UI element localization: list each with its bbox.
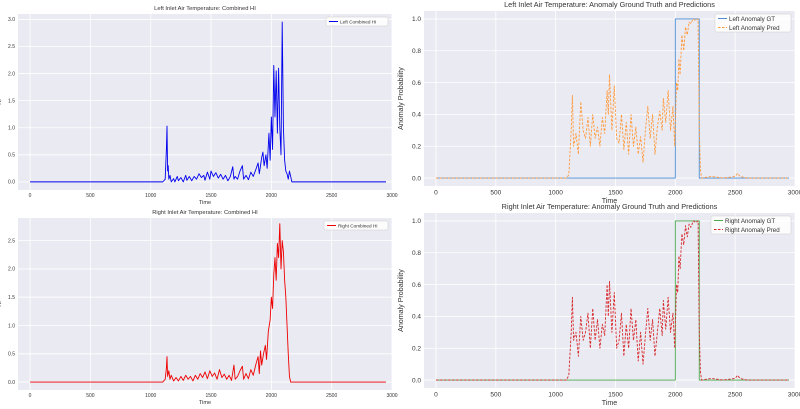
y-tick-label: 1.5 bbox=[8, 98, 15, 104]
series-line bbox=[435, 220, 790, 381]
series-line bbox=[30, 223, 386, 383]
y-tick-label: 0.0 bbox=[412, 377, 421, 384]
legend-entry: Left Combined HI bbox=[340, 19, 376, 24]
x-axis-label: Time bbox=[199, 400, 211, 406]
legend: Right Anomaly GT Right Anomaly Pred bbox=[710, 215, 792, 235]
chart-title: Left Inlet Air Temperature: Combined HI bbox=[154, 6, 256, 12]
y-tick-label: 3.0 bbox=[8, 17, 15, 23]
y-tick-label: 1.0 bbox=[8, 125, 15, 131]
legend-entry: Left Anomaly GT bbox=[729, 16, 775, 23]
y-tick-label: 0.5 bbox=[8, 153, 15, 159]
y-tick-label: 0.2 bbox=[412, 144, 421, 151]
x-tick-label: 0 bbox=[434, 190, 438, 197]
x-tick-label: 1500 bbox=[608, 190, 623, 197]
legend-box bbox=[325, 16, 389, 27]
x-tick-label: 1500 bbox=[608, 392, 623, 399]
y-tick-label: 0.4 bbox=[412, 112, 421, 119]
legend-entry: Right Combined HI bbox=[338, 223, 378, 228]
y-tick-label: 1.0 bbox=[412, 218, 421, 225]
chart-title: Left Inlet Air Temperature: Anomaly Grou… bbox=[504, 0, 715, 9]
series-line bbox=[435, 18, 790, 179]
chart-title: Right Inlet Air Temperature: Anomaly Gro… bbox=[502, 202, 718, 211]
y-tick-label: 0.6 bbox=[412, 80, 421, 87]
y-tick-label: 0.2 bbox=[412, 346, 421, 353]
series-line bbox=[435, 220, 790, 381]
legend-box bbox=[714, 13, 792, 33]
legend: Left Combined HI bbox=[325, 16, 389, 27]
y-tick-label: 0.4 bbox=[412, 314, 421, 321]
y-axis-label: HI bbox=[0, 99, 3, 105]
x-tick-label: 2000 bbox=[668, 392, 683, 399]
x-tick-label: 0 bbox=[434, 392, 438, 399]
x-tick-label: 1000 bbox=[548, 392, 563, 399]
y-tick-label: 0.8 bbox=[412, 48, 421, 55]
x-tick-label: 0 bbox=[29, 393, 32, 399]
y-tick-label: 1.0 bbox=[412, 16, 421, 23]
y-tick-label: 2.5 bbox=[8, 44, 15, 50]
legend: Left Anomaly GT Left Anomaly Pred bbox=[714, 13, 792, 33]
plot-area bbox=[424, 11, 795, 186]
x-tick-label: 1500 bbox=[205, 393, 216, 399]
x-axis-label: Time bbox=[602, 197, 618, 205]
x-tick-label: 1000 bbox=[145, 393, 156, 399]
x-tick-label: 2500 bbox=[326, 393, 337, 399]
x-tick-label: 3000 bbox=[386, 393, 397, 399]
chart-panel-2: 0 500 1000 1500 2000 2500 3000 0.0 0.2 0.4 0.6 0.8 1… bbox=[397, 0, 800, 205]
y-tick-label: 0.8 bbox=[412, 250, 421, 257]
chart-title: Right Inlet Air Temperature: Combined HI bbox=[152, 210, 258, 216]
legend-entry: Right Anomaly Pred bbox=[725, 227, 780, 234]
x-tick-label: 2500 bbox=[326, 193, 337, 199]
y-tick-label: 2.0 bbox=[8, 71, 15, 77]
y-tick-label: 1.0 bbox=[8, 323, 15, 329]
x-tick-label: 1000 bbox=[145, 193, 156, 199]
y-tick-label: 0.0 bbox=[412, 175, 421, 182]
x-tick-label: 2000 bbox=[266, 193, 277, 199]
plot-area bbox=[18, 14, 392, 190]
plot-area bbox=[424, 213, 795, 388]
y-axis-label: Anomaly Probability bbox=[397, 269, 405, 332]
x-tick-label: 500 bbox=[490, 392, 501, 399]
chart-panel-1: 0 500 1000 1500 2000 2500 3000 0.0 0.5 1.0 1.5 2.0 2… bbox=[0, 6, 398, 206]
x-axis-label: Time bbox=[602, 399, 618, 407]
x-tick-label: 500 bbox=[490, 190, 501, 197]
x-tick-label: 2000 bbox=[668, 190, 683, 197]
x-tick-label: 2000 bbox=[266, 393, 277, 399]
y-axis-label: HI bbox=[0, 301, 3, 307]
legend-entry: Left Anomaly Pred bbox=[729, 25, 780, 32]
x-tick-label: 0 bbox=[29, 193, 32, 199]
y-tick-label: 2.0 bbox=[8, 267, 15, 273]
series-line bbox=[435, 18, 790, 179]
x-tick-label: 1000 bbox=[548, 190, 563, 197]
legend-box bbox=[323, 220, 389, 231]
x-tick-label: 2500 bbox=[728, 190, 743, 197]
x-tick-label: 1500 bbox=[205, 193, 216, 199]
x-tick-label: 500 bbox=[86, 393, 95, 399]
x-tick-label: 3000 bbox=[788, 190, 800, 197]
y-tick-label: 0.6 bbox=[412, 282, 421, 289]
y-tick-label: 1.5 bbox=[8, 295, 15, 301]
legend: Right Combined HI bbox=[323, 220, 389, 231]
chart-panel-3: 0 500 1000 1500 2000 2500 3000 0.0 0.5 1.0 1.5 2.0 2… bbox=[0, 210, 398, 406]
y-tick-label: 0.5 bbox=[8, 352, 15, 358]
y-tick-label: 0.0 bbox=[8, 380, 15, 386]
y-axis-label: Anomaly Probability bbox=[397, 67, 405, 130]
x-tick-label: 3000 bbox=[386, 193, 397, 199]
x-tick-label: 500 bbox=[86, 193, 95, 199]
y-tick-label: 0.0 bbox=[8, 180, 15, 186]
x-tick-label: 3000 bbox=[788, 392, 800, 399]
y-tick-label: 2.5 bbox=[8, 238, 15, 244]
series-line bbox=[30, 21, 386, 183]
x-axis-label: Time bbox=[199, 200, 211, 206]
legend-box bbox=[710, 215, 792, 235]
chart-panel-4: 0 500 1000 1500 2000 2500 3000 0.0 0.2 0.4 0.6 0.8 1… bbox=[397, 202, 800, 407]
legend-entry: Right Anomaly GT bbox=[725, 218, 775, 225]
x-tick-label: 2500 bbox=[728, 392, 743, 399]
plot-area bbox=[18, 218, 392, 390]
